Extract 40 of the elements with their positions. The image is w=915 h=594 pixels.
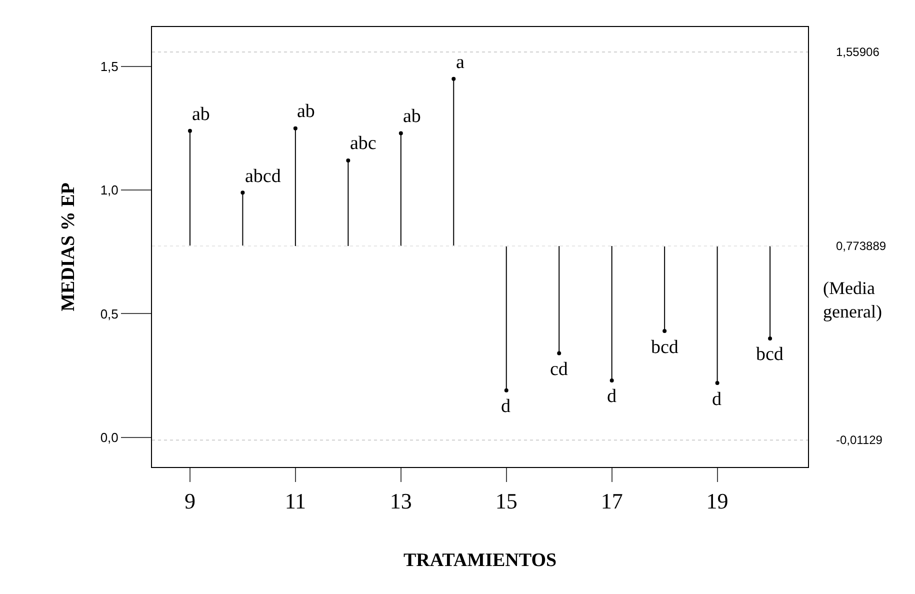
data-label: a	[456, 52, 465, 73]
data-label: ab	[192, 104, 210, 125]
data-label: d	[607, 386, 617, 407]
x-tick-label: 13	[390, 488, 412, 514]
point	[452, 76, 456, 81]
ref-line-label: 0,773889	[836, 239, 886, 253]
data-label: ab	[403, 106, 421, 127]
y-tick-label: 1,5	[100, 59, 118, 74]
ref-line-label: 1,55906	[836, 45, 880, 59]
y-tick-label: 1,0	[100, 182, 118, 198]
point	[398, 131, 403, 136]
text: (Media general)	[823, 278, 882, 322]
point	[662, 329, 667, 334]
x-tick-label: 15	[495, 488, 518, 514]
point	[293, 126, 298, 130]
data-label: abcd	[245, 166, 282, 187]
y-tick-label: 0,5	[100, 306, 118, 322]
data-label: d	[501, 396, 511, 417]
point	[610, 378, 614, 382]
data-label: d	[712, 389, 722, 410]
point	[715, 380, 720, 385]
point	[768, 336, 772, 340]
data-label: bcd	[756, 344, 784, 365]
data-label: bcd	[651, 337, 679, 358]
ref-line-label: -0,01129	[836, 433, 883, 447]
point	[557, 351, 562, 356]
data-label: cd	[550, 359, 568, 380]
point	[188, 128, 192, 133]
point	[504, 388, 508, 392]
x-axis-title: TRATAMIENTOS	[403, 550, 557, 572]
point	[346, 158, 350, 162]
x-tick-label: 11	[284, 488, 306, 514]
data-label: abc	[350, 133, 376, 154]
y-axis-title: MEDIAS % EP	[58, 182, 80, 312]
data-label: ab	[297, 101, 315, 122]
point	[240, 190, 245, 195]
y-tick-label: 0,0	[100, 430, 118, 445]
x-tick-label: 19	[706, 488, 728, 514]
x-tick-label: 9	[184, 488, 196, 514]
x-tick-label: 17	[600, 488, 623, 514]
